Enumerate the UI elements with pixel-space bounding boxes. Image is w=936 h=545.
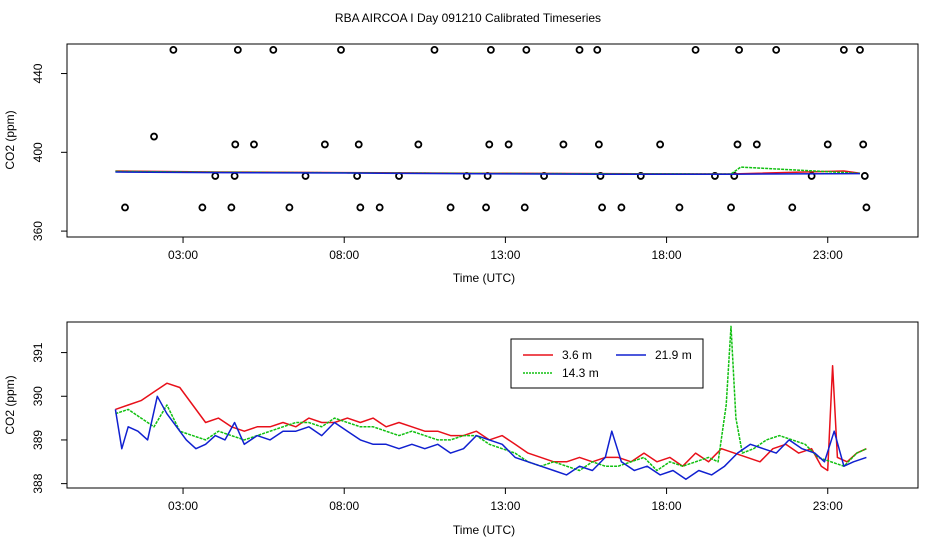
x-tick-label: 03:00 [168,499,198,513]
bottom-plot-frame [66,321,919,489]
calibration-point [285,203,294,212]
top-panel: 03:00 08:00 13:00 18:00 23:00 360 400 440 Time … [3,43,919,285]
calibration-point [522,46,531,54]
calibration-point [711,172,719,180]
bottom-x-axis-label: Time (UTC) [453,523,515,537]
y-tick-label: 400 [31,142,45,162]
calibration-point [485,140,494,149]
calibration-point [559,140,568,149]
bottom-panel: 03:00 08:00 13:00 18:00 23:00 388 389 390 391 Ti… [3,321,919,537]
y-tick-label: 389 [31,430,45,450]
calibration-point [636,172,645,180]
series-line-14-3-m [115,325,867,472]
calibration-point [807,172,816,180]
calibration-point [211,172,220,180]
y-tick-label: 388 [31,473,45,493]
top-series-layer [115,46,871,212]
legend-label-14-3m: 14.3 m [562,366,599,380]
x-tick-label: 13:00 [490,248,520,262]
calibration-point [772,46,781,54]
calibration-point [733,140,742,149]
x-tick-label: 08:00 [329,248,359,262]
calibration-point [862,203,871,212]
calibration-point [230,172,239,180]
series-line-21-9-m [114,395,867,481]
calibration-point [250,140,258,149]
calibration-point [414,140,423,149]
calibration-point [675,203,684,212]
series-line-3-6-m [115,364,867,472]
calibration-point [860,172,869,180]
legend-box [510,338,704,389]
calibration-point [269,46,278,54]
calibration-point [320,140,329,149]
calibration-point [227,203,236,212]
calibration-point [839,46,848,54]
calibration-point [354,140,363,149]
calibration-point [752,140,761,149]
x-tick-label: 18:00 [652,248,682,262]
x-tick-label: 08:00 [329,499,359,513]
calibration-point [169,46,178,54]
y-tick-label: 390 [31,386,45,406]
top-y-axis-label: CO2 (ppm) [3,110,17,169]
x-tick-label: 18:00 [652,499,682,513]
bottom-axes-layer: 03:00 08:00 13:00 18:00 23:00 388 389 390 391 [31,342,843,513]
calibration-point [233,46,242,54]
y-tick-label: 440 [31,63,45,83]
calibration-point [788,203,797,212]
top-plot-frame [66,43,919,238]
calibration-point [482,203,490,212]
figure-title: RBA AIRCOA I Day 091210 Calibrated Times… [335,11,601,25]
calibration-point [150,132,158,141]
x-tick-label: 13:00 [490,499,520,513]
calibration-point [353,172,362,180]
calibration-point [856,46,864,54]
calibration-point [231,140,240,149]
calibration-point [730,172,739,180]
calibration-point [735,46,743,54]
calibration-point [598,203,606,212]
legend: 3.6 m 21.9 m 14.3 m [510,338,704,389]
series-line-21-9-m [115,171,861,175]
calibration-point [486,46,495,54]
calibration-point [520,203,529,212]
calibration-point [430,46,439,54]
y-tick-label: 391 [31,342,45,362]
calibration-point [198,203,207,212]
x-tick-label: 23:00 [813,248,843,262]
calibration-point [727,203,735,212]
x-tick-label: 23:00 [813,499,843,513]
calibration-point [823,140,832,149]
top-x-axis-label: Time (UTC) [453,271,515,285]
x-tick-label: 03:00 [168,248,198,262]
bottom-y-axis-label: CO2 (ppm) [3,375,17,434]
calibration-point [593,46,602,54]
top-axes-layer: 03:00 08:00 13:00 18:00 23:00 360 400 440 [31,63,843,262]
calibration-point [375,203,384,212]
calibration-point [859,140,868,149]
calibration-point [656,140,665,149]
legend-label-21-9m: 21.9 m [655,348,692,362]
calibration-point [356,203,365,212]
calibration-point [337,46,345,54]
calibration-point [121,203,129,212]
y-tick-label: 360 [31,221,45,241]
calibration-point [504,140,513,149]
calibration-point [575,46,584,54]
calibration-point [446,203,455,212]
legend-label-3-6m: 3.6 m [562,348,592,362]
bottom-series-layer [114,325,867,481]
calibration-point [594,140,603,149]
calibration-point [617,203,626,212]
calibration-point [301,172,310,180]
calibration-point [691,46,700,54]
